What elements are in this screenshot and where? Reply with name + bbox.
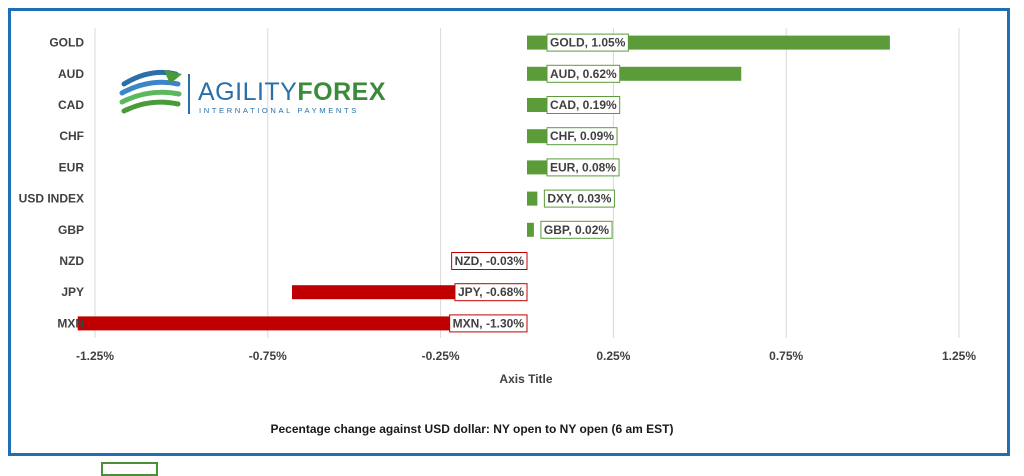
bar [77, 316, 527, 331]
data-label: DXY, 0.03% [543, 189, 615, 208]
agility-forex-logo: AGILITYFOREX INTERNATIONAL PAYMENTS [119, 69, 386, 115]
data-label: CHF, 0.09% [546, 127, 618, 146]
category-label: CAD [58, 98, 84, 112]
bar [527, 191, 538, 206]
data-label: GBP, 0.02% [540, 220, 613, 239]
svg-text:GBP, 0.02%: GBP, 0.02% [544, 223, 609, 237]
x-axis-title: Axis Title [499, 372, 552, 386]
category-label: EUR [59, 160, 85, 174]
svg-text:GOLD, 1.05%: GOLD, 1.05% [550, 36, 626, 50]
gridlines [94, 28, 960, 338]
category-label: NZD [59, 254, 84, 268]
data-label-box [543, 189, 615, 208]
svg-text:NZD, -0.03%: NZD, -0.03% [455, 254, 525, 268]
svg-text:DXY, 0.03%: DXY, 0.03% [547, 192, 611, 206]
category-label: USD INDEX [19, 192, 84, 206]
svg-text:CAD, 0.19%: CAD, 0.19% [550, 98, 617, 112]
category-label: CHF [59, 129, 84, 143]
tick-label: 0.25% [596, 349, 630, 363]
data-label-box [546, 33, 629, 52]
data-label: AUD, 0.62% [546, 64, 621, 83]
tick-label: -0.75% [249, 349, 287, 363]
logo-brand-first: AGILITY [198, 78, 297, 106]
data-label-box [546, 96, 621, 114]
data-labels: GOLD, 1.05% AUD, 0.62% CAD, 0.19% CHF, 0.09… [449, 33, 629, 333]
svg-text:CHF, 0.09%: CHF, 0.09% [550, 129, 614, 143]
tick-labels: -1.25% -0.75% -0.25% 0.25% 0.75% 1.25% [76, 349, 976, 363]
data-label-box [451, 252, 528, 270]
svg-text:AGILITYFOREX: AGILITYFOREX [198, 78, 386, 106]
category-label: GOLD [49, 36, 84, 50]
category-label: AUD [58, 67, 84, 81]
tick-label: 1.25% [942, 349, 976, 363]
data-label: NZD, -0.03% [451, 252, 528, 270]
tick-label: -1.25% [76, 349, 114, 363]
svg-text:JPY, -0.68%: JPY, -0.68% [458, 285, 524, 299]
bar [527, 222, 534, 237]
data-label-box [546, 127, 618, 146]
logo-tagline: INTERNATIONAL PAYMENTS [199, 106, 359, 115]
svg-text:MXN, -1.30%: MXN, -1.30% [453, 316, 525, 330]
data-label: CAD, 0.19% [546, 96, 621, 114]
data-label: MXN, -1.30% [449, 314, 528, 333]
category-label: MXN [57, 316, 84, 330]
data-label: GOLD, 1.05% [546, 33, 629, 52]
category-label: JPY [61, 285, 84, 299]
globe-swoosh-icon [119, 69, 182, 114]
data-label: EUR, 0.08% [546, 158, 620, 177]
tick-label: 0.75% [769, 349, 803, 363]
chart-frame [8, 8, 1010, 456]
data-label-box [546, 158, 620, 177]
svg-text:AUD, 0.62%: AUD, 0.62% [550, 67, 617, 81]
tick-label: -0.25% [422, 349, 460, 363]
data-label-box [540, 220, 613, 239]
category-labels: GOLD AUD CAD CHF EUR USD INDEX GBP NZD JPY MXN [19, 36, 85, 331]
svg-text:EUR, 0.08%: EUR, 0.08% [550, 160, 616, 174]
data-label-box [546, 64, 621, 83]
category-label: GBP [58, 223, 84, 237]
logo-brand-second: FOREX [297, 78, 386, 106]
chart-caption: Pecentage change against USD dollar: NY … [271, 422, 674, 436]
data-label-box [454, 283, 528, 302]
data-label: JPY, -0.68% [454, 283, 528, 302]
data-label-box [449, 314, 528, 333]
